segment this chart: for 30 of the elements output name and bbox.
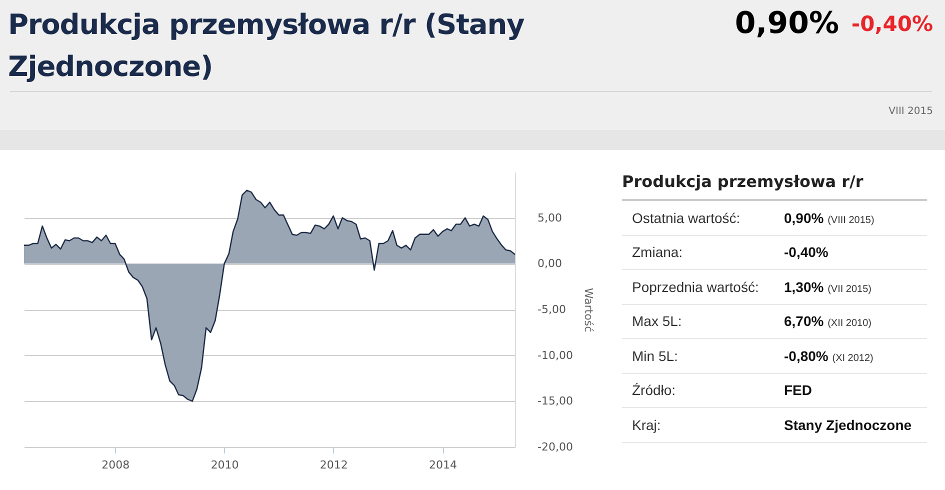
chart-title: Produkcja przemysłowa r/r (Stany Zjednoczone) bbox=[8, 7, 526, 85]
text: -0,40% bbox=[784, 235, 927, 270]
x-tick-label: 2012 bbox=[320, 458, 348, 472]
text: Stany Zjednoczone bbox=[784, 408, 927, 442]
text: 1,30% (VII 2015) bbox=[784, 270, 927, 304]
x-tick-label: 2010 bbox=[210, 458, 239, 472]
text: Źródło: bbox=[622, 373, 784, 408]
y-tick-label: -20,00 bbox=[538, 440, 573, 454]
text: Max 5L: bbox=[622, 304, 784, 338]
text: 0,90% (VIII 2015) bbox=[784, 201, 927, 235]
x-tick-label: 2008 bbox=[102, 458, 130, 472]
text: FED bbox=[784, 373, 927, 408]
y-tick-label: 0,00 bbox=[538, 257, 562, 270]
text: Ostatnia wartość: bbox=[622, 201, 784, 235]
text: Min 5L: bbox=[622, 338, 784, 373]
y-tick-label: -10,00 bbox=[538, 348, 573, 362]
text: -0,40% bbox=[851, 12, 933, 36]
y-tick-label: -15,00 bbox=[538, 394, 573, 408]
text: -0,80% (XI 2012) bbox=[784, 338, 927, 373]
text: Produkcja przemysłowa r/r bbox=[622, 172, 927, 201]
text: VIII 2015 bbox=[888, 106, 933, 117]
y-axis-title: Wartość bbox=[582, 288, 595, 332]
text: Poprzednia wartość: bbox=[622, 270, 784, 304]
y-tick-label: -5,00 bbox=[538, 303, 566, 316]
text: Kraj: bbox=[622, 408, 784, 442]
text: 0,90% bbox=[734, 6, 839, 41]
x-tick-label: 2014 bbox=[429, 458, 458, 472]
text: Zmiana: bbox=[622, 235, 784, 270]
text: 6,70% (XII 2010) bbox=[784, 304, 927, 338]
y-tick-label: 5,00 bbox=[538, 211, 562, 224]
